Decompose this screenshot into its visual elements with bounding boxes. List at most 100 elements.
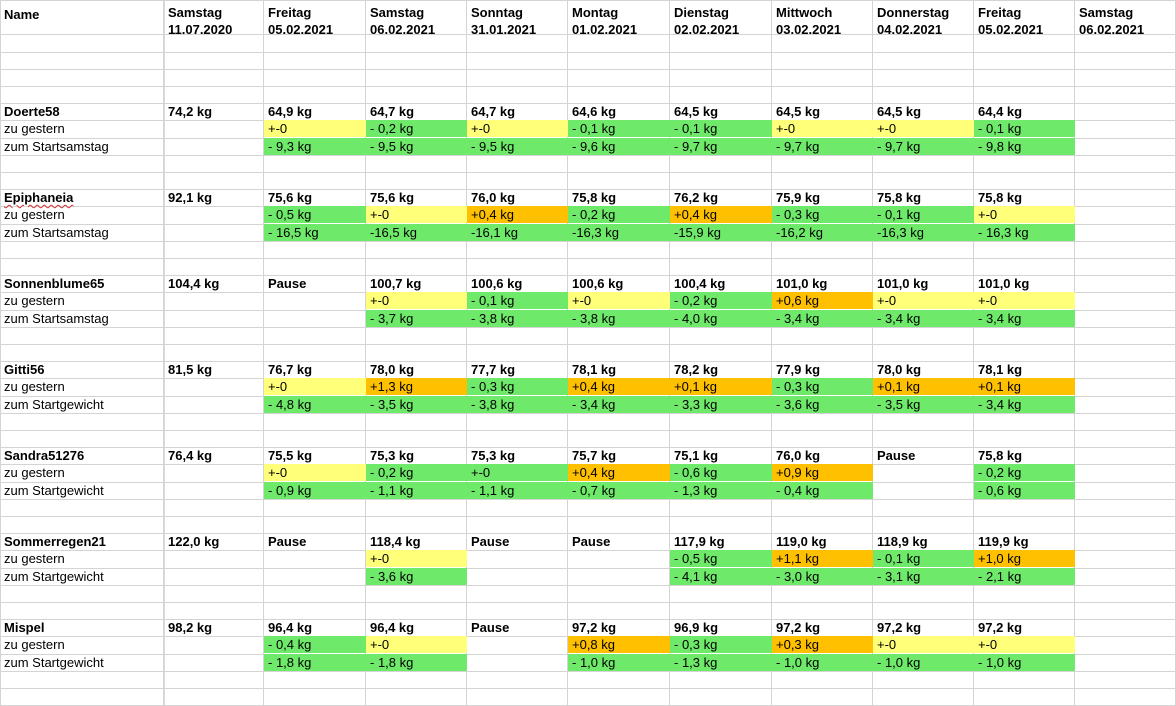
header-column[interactable]: Samstag 06.02.2021 [366, 4, 467, 40]
diff-start-cell[interactable]: - 3,0 kg [772, 568, 873, 585]
weight-cell[interactable]: 75,8 kg [978, 190, 1023, 205]
diff-start-cell[interactable]: - 9,7 kg [772, 138, 873, 155]
weight-cell[interactable]: 75,3 kg [370, 448, 415, 463]
diff-start-cell[interactable]: - 1,0 kg [772, 654, 873, 671]
row-label-zu-gestern[interactable]: zu gestern [4, 465, 65, 480]
row-label-zum-start[interactable]: zum Startgewicht [4, 569, 104, 584]
diff-start-cell[interactable]: - 3,8 kg [467, 310, 568, 327]
row-label-zu-gestern[interactable]: zu gestern [4, 637, 65, 652]
row-label-zum-start[interactable]: zum Startsamstag [4, 225, 109, 240]
diff-start-cell[interactable]: -16,5 kg [366, 224, 467, 241]
diff-day-cell[interactable]: +-0 [873, 636, 974, 653]
header-column[interactable]: Sonntag 31.01.2021 [467, 4, 568, 40]
diff-start-cell[interactable]: - 3,6 kg [772, 396, 873, 413]
diff-day-cell[interactable]: - 0,2 kg [670, 292, 772, 309]
diff-day-cell[interactable]: - 0,2 kg [568, 206, 670, 223]
person-name[interactable]: Sandra51276 [4, 448, 85, 463]
diff-day-cell[interactable]: - 0,2 kg [366, 464, 467, 481]
diff-start-cell[interactable]: - 3,3 kg [670, 396, 772, 413]
weight-cell[interactable]: 76,4 kg [168, 448, 213, 463]
diff-day-cell[interactable]: - 0,5 kg [264, 206, 366, 223]
weight-cell[interactable]: 78,0 kg [370, 362, 415, 377]
diff-day-cell[interactable]: +-0 [568, 292, 670, 309]
weight-cell[interactable]: 64,5 kg [877, 104, 922, 119]
weight-cell[interactable]: 97,2 kg [877, 620, 922, 635]
weight-cell[interactable]: 75,8 kg [572, 190, 617, 205]
header-column[interactable]: Mittwoch 03.02.2021 [772, 4, 873, 40]
diff-start-cell[interactable]: - 1,1 kg [467, 482, 568, 499]
weight-cell[interactable]: 75,1 kg [674, 448, 719, 463]
weight-cell[interactable]: 64,5 kg [776, 104, 821, 119]
diff-start-cell[interactable]: - 1,1 kg [366, 482, 467, 499]
diff-start-cell[interactable]: - 3,8 kg [568, 310, 670, 327]
diff-day-cell[interactable]: +1,0 kg [974, 550, 1075, 567]
row-label-zu-gestern[interactable]: zu gestern [4, 379, 65, 394]
diff-day-cell[interactable]: +-0 [974, 636, 1075, 653]
weight-cell[interactable]: 77,7 kg [471, 362, 516, 377]
weight-cell[interactable]: Pause [268, 276, 307, 291]
diff-start-cell[interactable]: - 3,1 kg [873, 568, 974, 585]
weight-cell[interactable]: 100,7 kg [370, 276, 422, 291]
diff-day-cell[interactable]: - 0,1 kg [467, 292, 568, 309]
diff-day-cell[interactable]: +0,6 kg [772, 292, 873, 309]
weight-cell[interactable]: 101,0 kg [776, 276, 828, 291]
person-name[interactable]: Sonnenblume65 [4, 276, 105, 291]
weight-cell[interactable]: Pause [471, 534, 510, 549]
weight-cell[interactable]: 100,6 kg [572, 276, 624, 291]
weight-cell[interactable]: 64,6 kg [572, 104, 617, 119]
weight-cell[interactable]: 97,2 kg [776, 620, 821, 635]
weight-cell[interactable]: 119,9 kg [978, 534, 1029, 549]
weight-cell[interactable]: 64,7 kg [471, 104, 516, 119]
weight-cell[interactable]: 76,0 kg [776, 448, 821, 463]
diff-start-cell[interactable]: - 3,4 kg [974, 396, 1075, 413]
diff-start-cell[interactable]: - 9,8 kg [974, 138, 1075, 155]
diff-start-cell[interactable]: - 2,1 kg [974, 568, 1075, 585]
diff-start-cell[interactable]: - 9,5 kg [366, 138, 467, 155]
weight-cell[interactable]: 97,2 kg [572, 620, 617, 635]
diff-day-cell[interactable]: +0,8 kg [568, 636, 670, 653]
row-label-zu-gestern[interactable]: zu gestern [4, 293, 65, 308]
diff-day-cell[interactable]: +0,1 kg [670, 378, 772, 395]
weight-cell[interactable]: 75,5 kg [268, 448, 313, 463]
row-label-zum-start[interactable]: zum Startgewicht [4, 655, 104, 670]
diff-day-cell[interactable]: - 0,6 kg [670, 464, 772, 481]
diff-day-cell[interactable]: - 0,1 kg [974, 120, 1075, 137]
header-column[interactable]: Samstag 06.02.2021 [1075, 4, 1176, 40]
weight-cell[interactable]: 96,9 kg [674, 620, 719, 635]
weight-cell[interactable]: 64,5 kg [674, 104, 719, 119]
diff-day-cell[interactable]: +-0 [873, 120, 974, 137]
diff-start-cell[interactable]: -16,3 kg [568, 224, 670, 241]
weight-cell[interactable]: 75,3 kg [471, 448, 516, 463]
weight-cell[interactable]: 77,9 kg [776, 362, 821, 377]
diff-day-cell[interactable]: +0,1 kg [873, 378, 974, 395]
diff-day-cell[interactable]: - 0,1 kg [568, 120, 670, 137]
weight-cell[interactable]: Pause [471, 620, 510, 635]
diff-start-cell[interactable]: - 3,5 kg [873, 396, 974, 413]
row-label-zum-start[interactable]: zum Startsamstag [4, 311, 109, 326]
diff-day-cell[interactable]: +1,1 kg [772, 550, 873, 567]
weight-cell[interactable]: 118,4 kg [370, 534, 421, 549]
diff-day-cell[interactable]: +-0 [366, 550, 467, 567]
diff-start-cell[interactable]: - 9,3 kg [264, 138, 366, 155]
diff-day-cell[interactable]: +1,3 kg [366, 378, 467, 395]
diff-start-cell[interactable]: - 1,0 kg [568, 654, 670, 671]
diff-day-cell[interactable]: +0,1 kg [974, 378, 1075, 395]
diff-day-cell[interactable]: +-0 [264, 120, 366, 137]
weight-cell[interactable]: 64,7 kg [370, 104, 415, 119]
row-label-zum-start[interactable]: zum Startgewicht [4, 483, 104, 498]
diff-day-cell[interactable]: +0,9 kg [772, 464, 873, 481]
weight-cell[interactable]: 104,4 kg [168, 276, 220, 291]
diff-start-cell[interactable]: - 4,1 kg [670, 568, 772, 585]
row-label-zum-start[interactable]: zum Startsamstag [4, 139, 109, 154]
weight-cell[interactable]: Pause [268, 534, 307, 549]
diff-start-cell[interactable]: - 4,8 kg [264, 396, 366, 413]
header-column[interactable]: Freitag 05.02.2021 [974, 4, 1075, 40]
diff-day-cell[interactable]: +-0 [467, 464, 568, 481]
diff-day-cell[interactable]: +-0 [264, 378, 366, 395]
weight-cell[interactable]: 76,7 kg [268, 362, 313, 377]
weight-cell[interactable]: 96,4 kg [370, 620, 415, 635]
diff-start-cell[interactable]: - 1,0 kg [873, 654, 974, 671]
diff-start-cell[interactable]: - 0,7 kg [568, 482, 670, 499]
header-column[interactable]: Dienstag 02.02.2021 [670, 4, 772, 40]
diff-day-cell[interactable]: +0,4 kg [568, 378, 670, 395]
